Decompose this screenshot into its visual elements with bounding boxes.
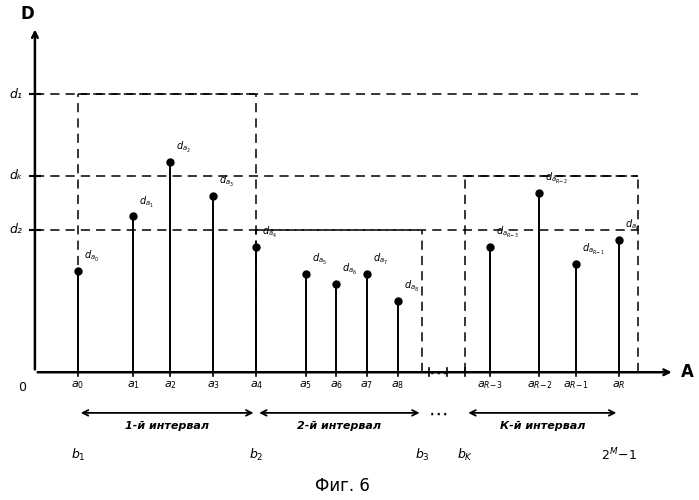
- Text: $a_4$: $a_4$: [250, 380, 263, 392]
- Text: $\cdots$: $\cdots$: [428, 362, 447, 382]
- Text: $a_0$: $a_0$: [71, 380, 85, 392]
- Text: 0: 0: [17, 380, 26, 394]
- Text: $a_5$: $a_5$: [299, 380, 312, 392]
- Text: $d_{a_0}$: $d_{a_0}$: [84, 249, 99, 264]
- Text: d₁: d₁: [10, 88, 22, 101]
- Text: $2^M\!-\!1$: $2^M\!-\!1$: [601, 447, 637, 464]
- Text: $b_K$: $b_K$: [457, 447, 473, 463]
- Text: $d_{a_R}$: $d_{a_R}$: [626, 218, 640, 234]
- Text: $d_{a_2}$: $d_{a_2}$: [176, 140, 192, 156]
- Text: $d_{a_{R\!-\!2}}$: $d_{a_{R\!-\!2}}$: [545, 171, 568, 186]
- Text: Фиг. 6: Фиг. 6: [315, 478, 370, 496]
- Text: $a_6$: $a_6$: [330, 380, 343, 392]
- Text: $d_{a_{R\!-\!1}}$: $d_{a_{R\!-\!1}}$: [582, 242, 605, 257]
- Text: A: A: [681, 363, 693, 381]
- Text: $d_{a_{R\!-\!3}}$: $d_{a_{R\!-\!3}}$: [496, 225, 519, 240]
- Text: $d_{a_1}$: $d_{a_1}$: [140, 194, 154, 210]
- Text: $a_R$: $a_R$: [612, 380, 626, 392]
- Text: $a_{R\!-\!1}$: $a_{R\!-\!1}$: [563, 380, 589, 392]
- Text: $d_{a_5}$: $d_{a_5}$: [312, 252, 326, 267]
- Text: $d_{a_7}$: $d_{a_7}$: [373, 252, 388, 267]
- Text: $a_2$: $a_2$: [164, 380, 177, 392]
- Text: К-й интервал: К-й интервал: [500, 422, 585, 432]
- Text: 2-й интервал: 2-й интервал: [297, 422, 382, 432]
- Text: $b_2$: $b_2$: [249, 447, 264, 463]
- Text: $d_{a_6}$: $d_{a_6}$: [343, 262, 358, 278]
- Text: d₂: d₂: [10, 224, 22, 236]
- Text: 1-й интервал: 1-й интервал: [125, 422, 209, 432]
- Text: $a_1$: $a_1$: [127, 380, 140, 392]
- Text: $d_{a_4}$: $d_{a_4}$: [263, 225, 278, 240]
- Text: $d_{a_8}$: $d_{a_8}$: [404, 280, 419, 294]
- Text: $a_3$: $a_3$: [207, 380, 219, 392]
- Text: $b_1$: $b_1$: [71, 447, 85, 463]
- Text: $b_3$: $b_3$: [415, 447, 430, 463]
- Text: $d_{a_3}$: $d_{a_3}$: [219, 174, 234, 190]
- Text: D: D: [21, 6, 34, 24]
- Text: $a_{R\!-\!2}$: $a_{R\!-\!2}$: [526, 380, 552, 392]
- Text: $\cdots$: $\cdots$: [428, 404, 447, 422]
- Text: $a_7$: $a_7$: [361, 380, 373, 392]
- Text: dₖ: dₖ: [9, 170, 22, 182]
- Text: $a_8$: $a_8$: [391, 380, 404, 392]
- Text: $a_{R\!-\!3}$: $a_{R\!-\!3}$: [477, 380, 503, 392]
